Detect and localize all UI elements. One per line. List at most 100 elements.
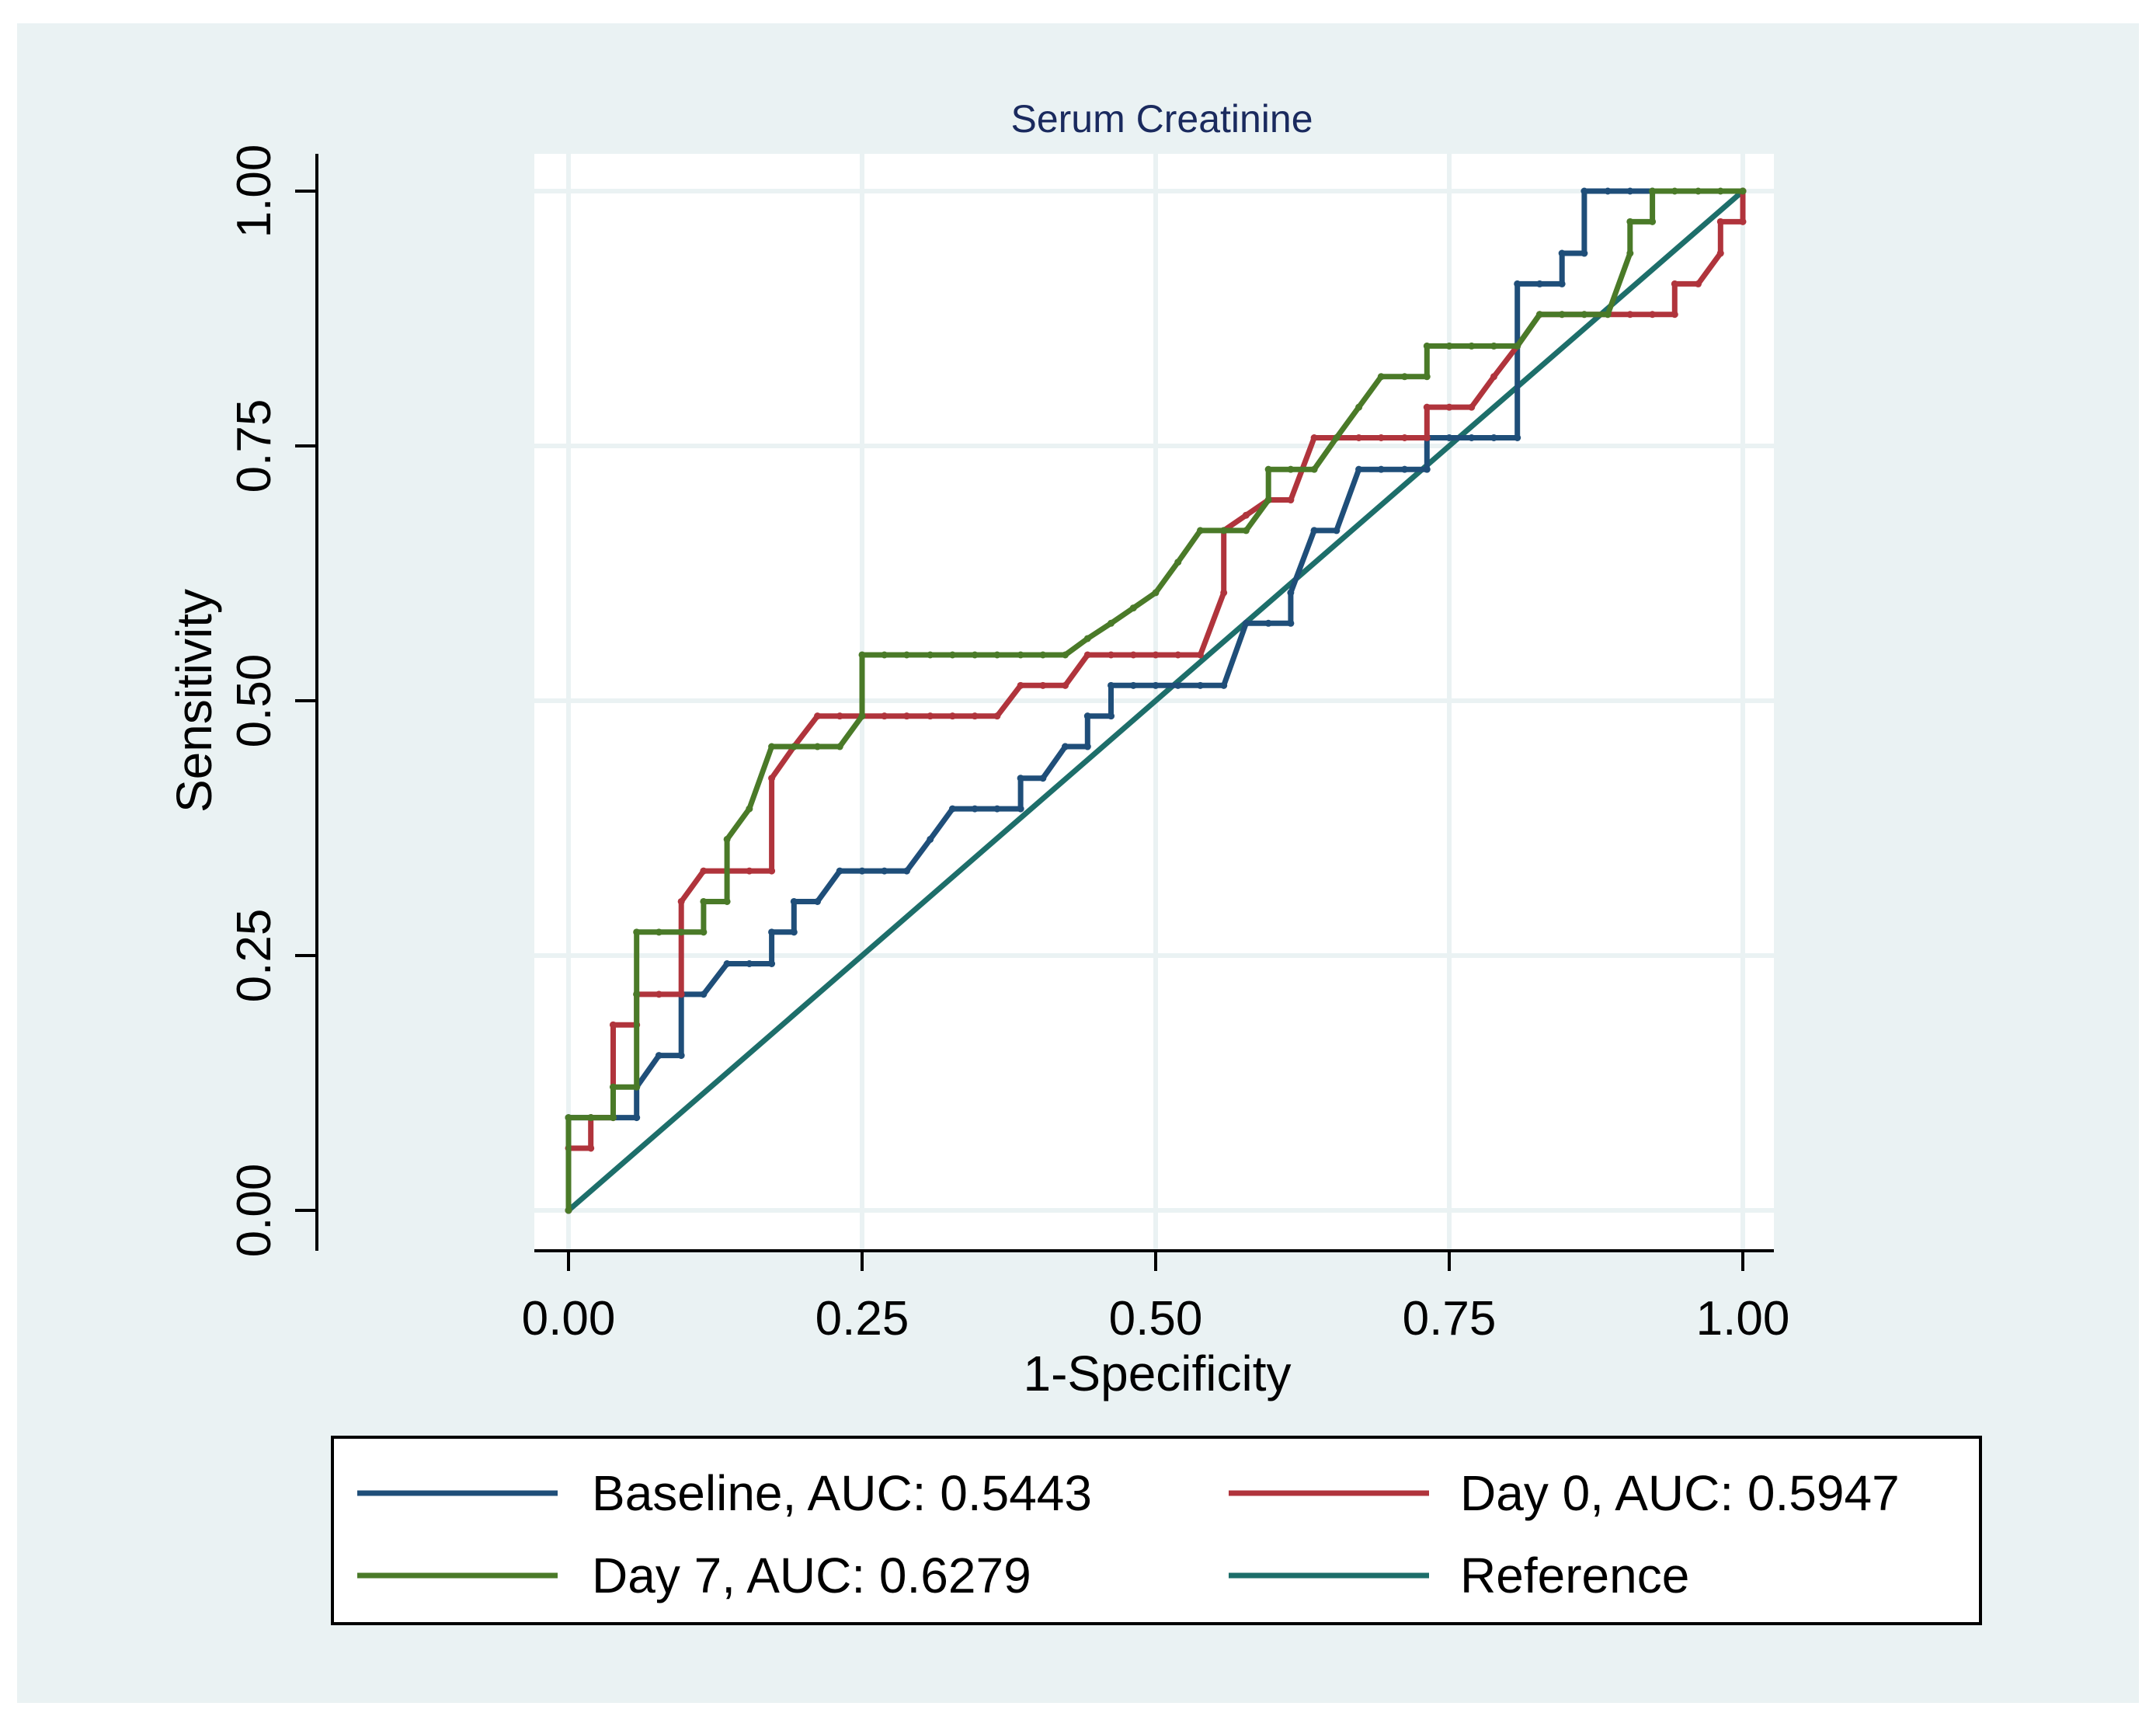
data-point-day-7 [1152, 589, 1160, 597]
data-point-baseline [1377, 465, 1385, 473]
data-point-baseline [1580, 249, 1588, 257]
data-point-baseline [1604, 187, 1612, 195]
data-point-baseline [1174, 681, 1182, 689]
data-point-day-7 [1423, 373, 1431, 381]
data-point-day-7 [633, 991, 641, 998]
data-point-day-0 [1108, 651, 1115, 659]
x-axis-title: 1-Specificity [1024, 1346, 1292, 1401]
data-point-day-0 [1377, 434, 1385, 442]
legend-label-day0: Day 0, AUC: 0.5947 [1460, 1465, 1900, 1521]
data-point-day-0 [609, 1021, 617, 1029]
data-point-day-0 [1174, 651, 1182, 659]
data-point-baseline [1196, 681, 1204, 689]
x-tick-label: 0.00 [522, 1292, 616, 1346]
data-point-baseline [881, 867, 888, 875]
data-point-day-7 [1649, 218, 1657, 225]
data-point-baseline [1017, 775, 1024, 782]
data-point-day-7 [881, 651, 888, 659]
data-point-day-7 [1739, 187, 1747, 195]
y-tick-label: 0.00 [228, 1164, 281, 1258]
data-point-day-7 [565, 1114, 572, 1122]
data-point-day-0 [1129, 651, 1137, 659]
data-point-baseline [1423, 465, 1431, 473]
data-point-baseline [993, 805, 1001, 813]
data-point-day-0 [1017, 681, 1024, 689]
data-point-day-0 [1716, 249, 1724, 257]
data-point-day-7 [1287, 465, 1295, 473]
y-tick-label: 0.25 [228, 909, 281, 1003]
data-point-day-0 [768, 775, 776, 782]
data-point-day-7 [902, 651, 910, 659]
data-point-day-7 [1468, 342, 1476, 350]
data-point-day-7 [1490, 342, 1497, 350]
data-point-day-7 [1401, 373, 1409, 381]
data-point-baseline [1514, 280, 1521, 287]
data-point-baseline [1152, 681, 1160, 689]
data-point-day-0 [1152, 651, 1160, 659]
data-point-day-7 [1174, 559, 1182, 566]
data-point-baseline [1039, 775, 1047, 782]
data-point-baseline [814, 897, 822, 905]
data-point-baseline [1445, 434, 1453, 442]
data-point-day-7 [1062, 651, 1069, 659]
data-point-day-7 [1580, 311, 1588, 319]
data-point-baseline [1535, 280, 1543, 287]
data-point-day-0 [1423, 434, 1431, 442]
data-point-day-7 [858, 651, 866, 659]
data-point-baseline [1580, 187, 1588, 195]
data-point-day-0 [1083, 651, 1091, 659]
data-point-baseline [1514, 434, 1521, 442]
data-point-day-0 [1355, 434, 1363, 442]
data-point-day-0 [1626, 311, 1634, 319]
data-point-day-7 [1310, 465, 1318, 473]
data-point-day-0 [814, 712, 822, 720]
data-point-day-7 [633, 928, 641, 936]
data-point-day-0 [677, 991, 685, 998]
data-point-day-0 [993, 712, 1001, 720]
data-point-day-7 [1196, 527, 1204, 534]
data-point-day-7 [1242, 527, 1250, 534]
data-point-day-7 [1220, 527, 1228, 534]
legend-label-reference: Reference [1460, 1548, 1689, 1603]
data-point-baseline [1401, 465, 1409, 473]
data-point-day-0 [1490, 373, 1497, 381]
data-point-day-7 [1355, 403, 1363, 411]
data-point-baseline [677, 1052, 685, 1060]
data-point-day-7 [836, 743, 843, 750]
data-point-day-7 [609, 1114, 617, 1122]
data-point-day-7 [1626, 249, 1634, 257]
data-point-day-7 [655, 928, 662, 936]
data-point-baseline [790, 928, 798, 936]
data-point-day-0 [971, 712, 979, 720]
data-point-day-0 [927, 712, 934, 720]
data-point-day-7 [1423, 342, 1431, 350]
data-point-baseline [1108, 712, 1115, 720]
data-point-day-7 [1514, 342, 1521, 350]
data-point-baseline [1129, 681, 1137, 689]
data-point-day-7 [1604, 311, 1612, 319]
data-point-baseline [1083, 743, 1091, 750]
legend-label-baseline: Baseline, AUC: 0.5443 [592, 1465, 1092, 1521]
data-point-day-7 [971, 651, 979, 659]
data-point-day-7 [1039, 651, 1047, 659]
data-point-day-7 [633, 1083, 641, 1091]
y-tick-label: 1.00 [228, 144, 281, 239]
data-point-day-7 [1626, 218, 1634, 225]
series-line-reference [565, 188, 1746, 1213]
data-point-day-7 [700, 928, 708, 936]
data-point-day-7 [814, 743, 822, 750]
series-lines [565, 187, 1747, 1214]
data-point-day-0 [655, 991, 662, 998]
x-tick-label: 0.50 [1109, 1292, 1203, 1346]
data-point-day-7 [723, 897, 731, 905]
data-point-day-7 [1108, 619, 1115, 627]
data-point-day-0 [1445, 403, 1453, 411]
data-point-baseline [971, 805, 979, 813]
data-point-day-0 [746, 867, 753, 875]
data-point-day-0 [1468, 403, 1476, 411]
data-point-baseline [1355, 465, 1363, 473]
data-point-day-0 [902, 712, 910, 720]
data-point-day-7 [790, 743, 798, 750]
data-point-day-0 [1649, 311, 1657, 319]
series-line-baseline [565, 188, 1746, 1213]
